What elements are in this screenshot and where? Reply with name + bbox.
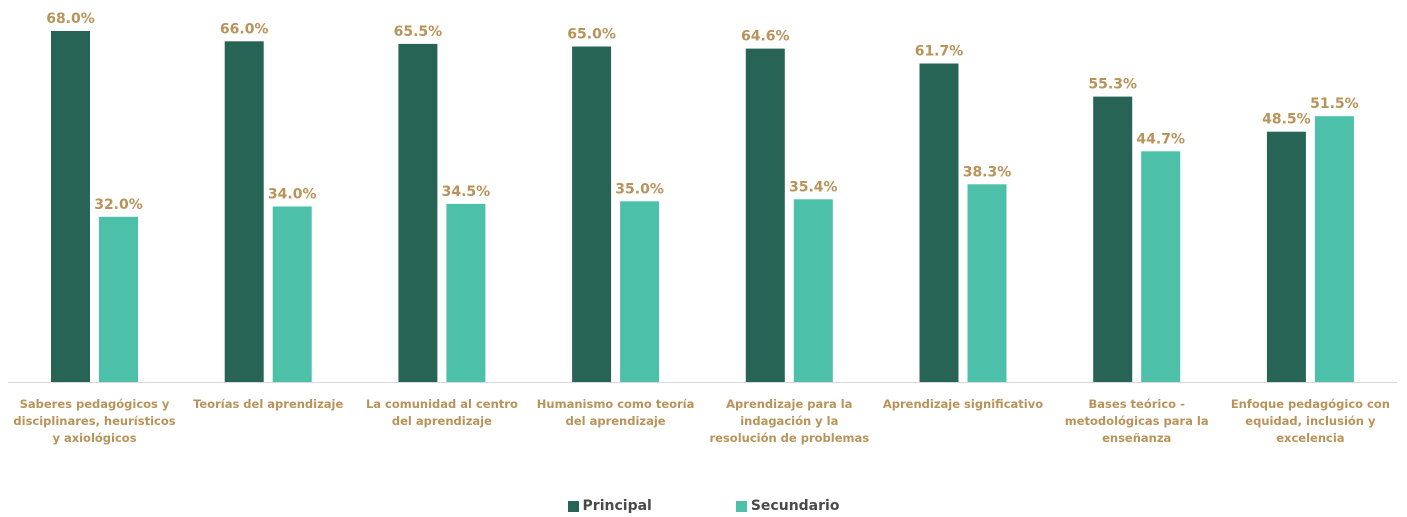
value-label-principal-6: 55.3%: [1088, 77, 1137, 93]
bar-principal-3: [572, 46, 612, 382]
legend-label-secundario: Secundario: [750, 498, 840, 514]
value-label-principal-2: 65.5%: [394, 24, 443, 40]
category-label-7: Enfoque pedagógico con equidad, inclusión…: [1231, 397, 1390, 445]
value-label-secundario-4: 35.4%: [789, 179, 838, 195]
category-label-line: y axiológicos: [52, 431, 136, 445]
bar-principal-0: [51, 31, 90, 382]
category-label-line: Aprendizaje para la: [726, 397, 852, 411]
bar-secundario-0: [99, 216, 138, 382]
value-label-secundario-6: 44.7%: [1136, 131, 1185, 147]
value-labels-group: 68.0% 32.0% 66.0% 34.0% 65.5% 34.5% 65.0% 35.0%…: [46, 11, 1358, 213]
value-label-secundario-1: 34.0%: [268, 187, 317, 203]
category-label-line: del aprendizaje: [392, 414, 492, 428]
value-label-principal-4: 64.6%: [741, 29, 790, 45]
bar-secundario-1: [272, 206, 312, 382]
bar-principal-6: [1093, 96, 1133, 382]
category-label-4: Aprendizaje para la indagación y la resolu…: [709, 397, 869, 445]
bar-secundario-3: [620, 201, 660, 382]
category-label-line: disciplinares, heurísticos: [13, 414, 175, 428]
legend-item-principal: Principal: [567, 498, 652, 514]
category-label-0: Saberes pedagógicos y disciplinares, heur…: [13, 397, 175, 445]
category-label-5: Aprendizaje significativo: [883, 397, 1043, 411]
value-label-secundario-5: 38.3%: [963, 164, 1012, 180]
bar-principal-2: [398, 43, 438, 383]
bar-secundario-7: [1314, 116, 1354, 382]
bar-principal-4: [745, 48, 785, 382]
bars-group: [51, 31, 1354, 383]
category-label-line: Bases teórico -: [1089, 397, 1186, 411]
category-labels-group: Saberes pedagógicos y disciplinares, heur…: [13, 397, 1390, 445]
category-label-line: excelencia: [1276, 431, 1344, 445]
value-label-secundario-3: 35.0%: [615, 181, 664, 197]
bar-principal-7: [1266, 131, 1306, 382]
value-label-principal-7: 48.5%: [1262, 112, 1311, 128]
legend-item-secundario: Secundario: [735, 498, 840, 514]
category-label-line: Aprendizaje significativo: [883, 397, 1043, 411]
bar-secundario-5: [967, 184, 1007, 382]
legend-swatch-secundario: [735, 500, 747, 512]
bar-chart: 68.0% 32.0% 66.0% 34.0% 65.5% 34.5% 65.0% 35.0%…: [8, 11, 1397, 445]
legend: Principal Secundario: [0, 498, 1407, 514]
value-label-principal-5: 61.7%: [915, 44, 964, 60]
bar-secundario-6: [1141, 151, 1181, 382]
bar-principal-5: [919, 63, 959, 382]
bar-secundario-4: [793, 199, 833, 382]
value-label-principal-1: 66.0%: [220, 21, 269, 37]
bar-principal-1: [224, 41, 264, 383]
category-label-line: enseñanza: [1102, 431, 1171, 445]
category-label-line: Teorías del aprendizaje: [193, 397, 343, 411]
category-label-line: indagación y la: [740, 414, 838, 428]
category-label-line: La comunidad al centro: [366, 397, 518, 411]
category-label-3: Humanismo como teoría del aprendizaje: [537, 397, 695, 428]
category-label-line: resolución de problemas: [709, 431, 869, 445]
category-label-line: metodológicas para la: [1065, 414, 1209, 428]
category-label-line: Enfoque pedagógico con: [1231, 397, 1390, 411]
category-label-2: La comunidad al centro del aprendizaje: [366, 397, 518, 428]
value-label-secundario-2: 34.5%: [442, 184, 491, 200]
legend-swatch-principal: [567, 500, 579, 512]
category-label-line: Saberes pedagógicos y: [20, 397, 170, 411]
category-label-line: del aprendizaje: [566, 414, 666, 428]
category-label-6: Bases teórico - metodológicas para la ense…: [1065, 397, 1209, 445]
value-label-secundario-7: 51.5%: [1310, 96, 1359, 112]
category-label-line: equidad, inclusión y: [1245, 414, 1376, 428]
category-label-1: Teorías del aprendizaje: [193, 397, 343, 411]
value-label-principal-3: 65.0%: [567, 27, 616, 43]
bar-secundario-2: [446, 203, 486, 382]
legend-label-principal: Principal: [582, 498, 652, 514]
value-label-secundario-0: 32.0%: [94, 197, 143, 213]
category-label-line: Humanismo como teoría: [537, 397, 695, 411]
value-label-principal-0: 68.0%: [46, 11, 95, 27]
